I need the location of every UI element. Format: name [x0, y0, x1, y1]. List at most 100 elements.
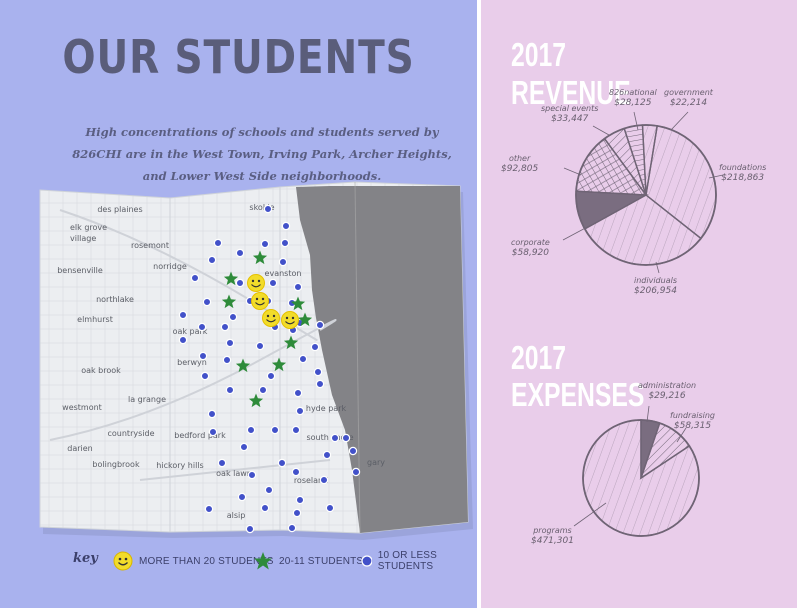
rev-label-corporate: corporate $58,920 — [511, 237, 550, 259]
map-label: oak park — [173, 327, 208, 336]
expenses-pie-chart — [573, 405, 700, 537]
page-title: OUR STUDENTS — [62, 30, 415, 84]
student-dot — [263, 204, 273, 214]
student-dot — [270, 425, 280, 435]
rev-826national-name: 826national — [609, 88, 657, 97]
student-star — [297, 312, 313, 327]
rev-corporate-name: corporate — [511, 238, 550, 247]
student-dot — [264, 485, 274, 495]
leader-line — [670, 111, 689, 131]
student-dot — [287, 523, 297, 533]
rev-special-events-name: special events — [541, 104, 599, 113]
rev-other-name: other — [508, 154, 531, 163]
student-dot — [225, 338, 235, 348]
rev-label-special-events: special events $33,447 — [541, 103, 598, 125]
map-label: gary — [367, 458, 385, 467]
rev-special-events-value: $33,447 — [551, 114, 589, 124]
student-markers-small — [178, 204, 361, 534]
rev-government-value: $22,214 — [669, 98, 708, 108]
rev-corporate-value: $58,920 — [511, 248, 550, 258]
map-label: bensenville — [57, 266, 103, 275]
student-star — [271, 357, 287, 372]
dot-icon — [361, 555, 372, 567]
student-dot — [255, 341, 265, 351]
exp-programs-value: $471,301 — [531, 536, 574, 546]
map-label: elk grove — [70, 223, 107, 232]
student-dot — [341, 433, 351, 443]
student-dot — [197, 322, 207, 332]
map-label: hyde park — [306, 404, 347, 413]
student-dot — [268, 278, 278, 288]
leader-line — [655, 261, 660, 274]
student-star — [283, 335, 299, 350]
student-dot — [198, 351, 208, 361]
smiley-icon — [113, 551, 133, 571]
student-dot — [277, 458, 287, 468]
map-label: skokie — [249, 203, 274, 212]
map-label: darien — [67, 444, 92, 453]
map-labels: des plaines skokie elk grove village rosemon… — [57, 203, 385, 520]
expenses-title-label: EXPENSES — [511, 376, 645, 413]
revenue-pie-chart — [562, 111, 724, 274]
student-dot — [295, 406, 305, 416]
chicago-map: des plaines skokie elk grove village rosemon… — [39, 181, 473, 540]
map-label: elmhurst — [77, 315, 113, 324]
student-dot — [281, 221, 291, 231]
map-label: alsip — [227, 511, 246, 520]
student-dot — [237, 492, 247, 502]
student-star — [235, 358, 251, 373]
student-dot — [291, 425, 301, 435]
expenses-title-year: 2017 — [511, 339, 567, 376]
student-dot — [295, 495, 305, 505]
key-label-medium: 20-11 STUDENTS — [279, 555, 364, 567]
key-item-large: MORE THAN 20 STUDENTS — [113, 549, 274, 573]
exp-label-administration: administration $29,216 — [638, 380, 696, 402]
student-dot — [178, 310, 188, 320]
student-dot — [207, 409, 217, 419]
exp-administration-value: $29,216 — [648, 391, 686, 401]
leader-line — [676, 427, 687, 443]
rev-label-other: other $92,805 — [501, 153, 538, 175]
student-dot — [325, 503, 335, 513]
rev-other-value: $92,805 — [501, 164, 539, 174]
leader-line — [562, 224, 592, 241]
map-label: south shore — [306, 433, 353, 442]
leader-line — [592, 125, 610, 136]
map-label: rosemont — [131, 241, 169, 250]
student-smiley — [247, 274, 265, 292]
rev-foundations-name: foundations — [719, 163, 767, 172]
student-dot — [217, 458, 227, 468]
student-dot — [322, 450, 332, 460]
key-title: key — [73, 551, 98, 566]
student-dot — [228, 312, 238, 322]
exp-fundraising-value: $58,315 — [673, 421, 712, 431]
leader-line — [633, 111, 639, 131]
map-label: bolingbrook — [92, 460, 140, 469]
map-label: des plaines — [97, 205, 142, 214]
exp-fundraising-name: fundraising — [670, 411, 715, 420]
student-star — [252, 250, 268, 265]
student-dot — [291, 467, 301, 477]
student-dot — [292, 508, 302, 518]
student-star — [290, 296, 306, 311]
student-smiley — [281, 311, 299, 329]
map-label: oak lawn — [216, 469, 252, 478]
student-dot — [293, 388, 303, 398]
student-dot — [258, 385, 268, 395]
student-dot — [246, 425, 256, 435]
student-dot — [235, 278, 245, 288]
student-dot — [313, 367, 323, 377]
map-label: bedford park — [174, 431, 226, 440]
student-dot — [222, 355, 232, 365]
student-smiley — [251, 292, 269, 310]
student-smiley — [262, 309, 280, 327]
exp-programs-name: programs — [533, 526, 572, 535]
rev-label-826national: 826national $28,125 — [609, 87, 657, 109]
exp-administration-name: administration — [638, 381, 697, 390]
rev-foundations-value: $218,863 — [721, 173, 765, 183]
student-dot — [280, 238, 290, 248]
student-dot — [204, 504, 214, 514]
leader-line — [573, 502, 607, 527]
student-dot — [260, 503, 270, 513]
student-dot — [247, 470, 257, 480]
